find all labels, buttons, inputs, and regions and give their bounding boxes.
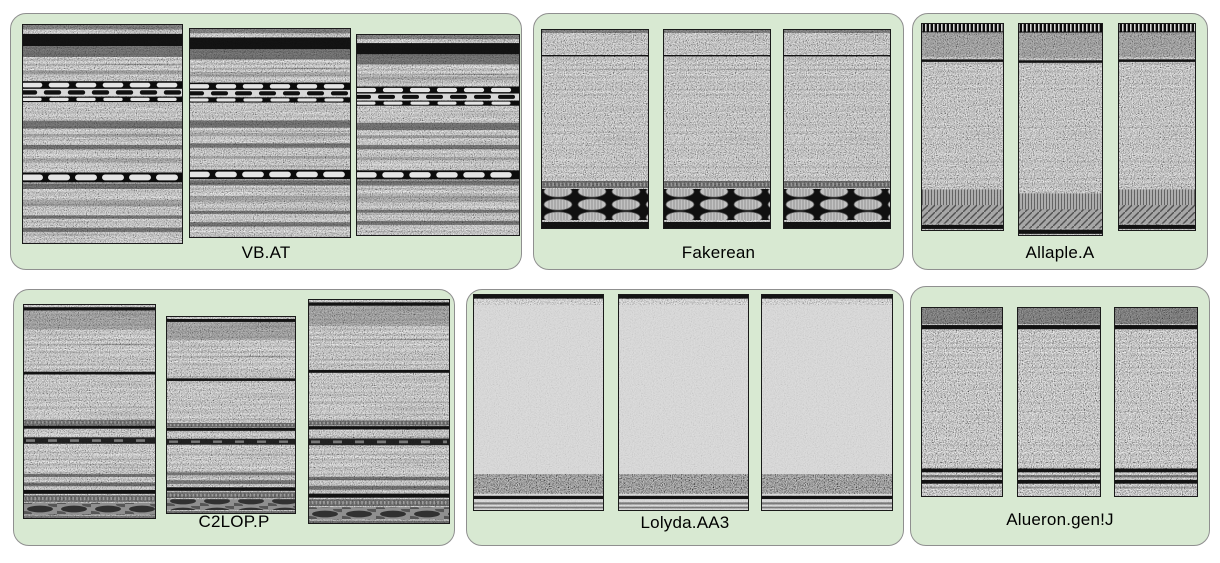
- panel-alueron-gen-j: Alueron.gen!J: [910, 286, 1210, 546]
- malware-image: [761, 294, 893, 511]
- sample-images-fakerean: [534, 14, 903, 269]
- family-label-lolyda-aa3: Lolyda.AA3: [640, 513, 730, 532]
- malware-image: [356, 34, 520, 236]
- sample-images-alueron-gen-j: [911, 287, 1209, 545]
- malware-image: [618, 294, 749, 511]
- malware-image: [22, 24, 183, 244]
- panel-fakerean: Fakerean: [533, 13, 904, 270]
- family-label-allaple-a: Allaple.A: [1025, 243, 1095, 262]
- family-label-vb-at: VB.AT: [241, 243, 291, 262]
- malware-image: [541, 29, 649, 229]
- family-label-c2lop-p: C2LOP.P: [198, 512, 270, 531]
- malware-image: [1114, 307, 1198, 497]
- malware-image: [783, 29, 891, 229]
- malware-image: [308, 299, 450, 524]
- malware-image: [921, 307, 1003, 497]
- sample-images-lolyda-aa3: [467, 290, 903, 545]
- malware-image: [23, 304, 156, 519]
- malware-image: [1018, 23, 1103, 236]
- malware-image: [921, 23, 1004, 231]
- malware-image: [473, 294, 604, 511]
- family-label-alueron-gen-j: Alueron.gen!J: [1006, 510, 1114, 529]
- panel-vb-at: VB.AT: [10, 13, 522, 270]
- sample-images-vb-at: [11, 14, 521, 269]
- panel-lolyda-aa3: Lolyda.AA3: [466, 289, 904, 546]
- malware-image: [189, 28, 351, 238]
- malware-image: [1017, 307, 1101, 497]
- malware-image: [166, 316, 296, 514]
- panel-allaple-a: Allaple.A: [912, 13, 1208, 270]
- sample-images-c2lop-p: [14, 290, 454, 545]
- malware-image: [663, 29, 771, 229]
- sample-images-allaple-a: [913, 14, 1207, 269]
- malware-image: [1118, 23, 1196, 231]
- panel-c2lop-p: C2LOP.P: [13, 289, 455, 546]
- family-label-fakerean: Fakerean: [681, 243, 756, 262]
